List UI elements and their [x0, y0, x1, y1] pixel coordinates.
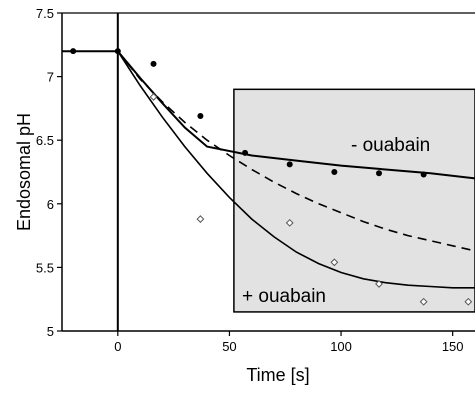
series-0-point-2 — [150, 60, 157, 67]
series-0-point-7 — [376, 170, 383, 177]
series-0-point-8 — [420, 171, 427, 178]
series-1-point-3 — [330, 258, 339, 267]
series-4-solid-line — [117, 50, 475, 289]
series-1-point-0 — [149, 93, 158, 101]
series-1-point-1 — [196, 215, 205, 223]
series-1-point-5 — [419, 297, 428, 306]
x-tick-label-1: 50 — [222, 339, 236, 354]
y-tick-label-1: 5.5 — [36, 260, 54, 275]
y-tick-label-4: 7 — [47, 70, 54, 85]
x-tick-label-3: 150 — [442, 339, 464, 354]
y-tick-label-3: 6.5 — [36, 133, 54, 148]
series-1-point-4 — [375, 280, 383, 288]
series-0-point-6 — [331, 169, 338, 175]
shaded-region — [233, 88, 475, 313]
y-tick-label-2: 6 — [47, 197, 54, 212]
annotation-minus-ouabain: - ouabain — [351, 135, 430, 156]
series-0-point-1 — [114, 48, 121, 55]
x-axis-title: Time [s] — [246, 365, 309, 385]
annotation-plus-ouabain: + ouabain — [242, 286, 326, 307]
series-3-dashed-line — [117, 50, 475, 252]
series-1-point-6 — [464, 297, 473, 306]
series-0-point-3 — [197, 113, 204, 120]
x-tick-label-2: 100 — [330, 339, 352, 354]
series-1-point-2 — [285, 218, 294, 227]
y-tick-label-5: 7.5 — [36, 6, 54, 21]
series-0-point-5 — [286, 161, 293, 168]
y-axis-title: Endosomal pH — [14, 113, 34, 231]
series-2-solid-line — [62, 50, 475, 180]
series-0-point-0 — [70, 48, 77, 55]
y-tick-label-0: 5 — [47, 324, 54, 339]
series-0-point-4 — [242, 149, 249, 156]
x-tick-label-0: 0 — [114, 339, 121, 354]
